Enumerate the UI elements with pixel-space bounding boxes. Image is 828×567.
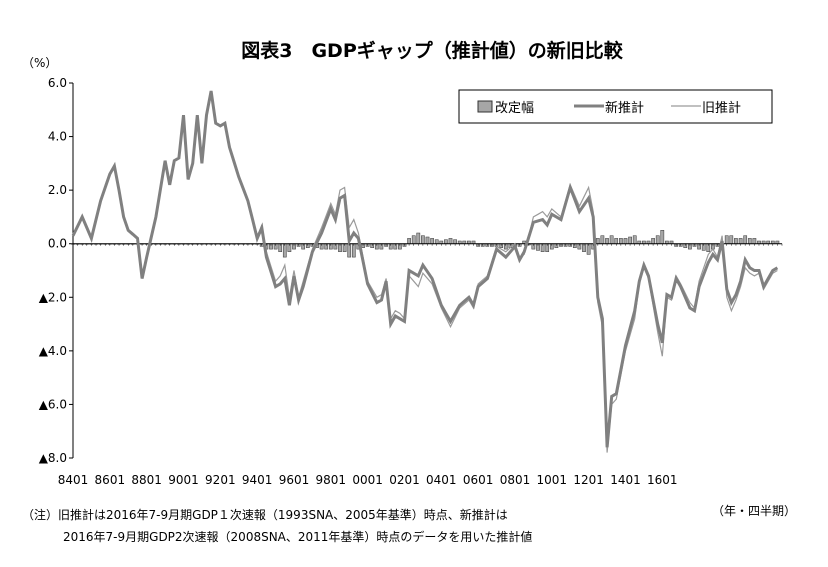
revision-bar [609,235,614,244]
legend: 改定幅 新推計 旧推計 [458,89,773,124]
x-axis-tick-labels: 8401 8601 8801 9001 9201 9401 9601 9801 0001 0201… [58,473,678,487]
x-tick-label: 0201 [389,473,420,487]
revision-bar [724,235,729,244]
revision-bar [407,238,411,245]
revision-bar [619,238,623,245]
x-tick-label: 9401 [242,473,273,487]
revision-bar [425,236,430,244]
y-tick-label: 0.0 [48,237,67,251]
revision-bar [595,238,600,245]
x-tick-label: 0801 [500,473,531,487]
legend-label-old: 旧推計 [702,100,741,116]
revision-bar [632,235,637,244]
x-tick-label: 1201 [573,473,604,487]
x-tick-label: 9001 [168,473,199,487]
y-tick-label: 6.0 [48,76,67,90]
x-tick-label: 8401 [58,473,89,487]
x-tick-label: 9601 [279,473,310,487]
x-tick-label: 1401 [610,473,641,487]
series-new-estimate-line [71,90,779,448]
revision-bar [453,239,457,244]
revision-bar [430,238,434,245]
revision-bar [600,235,605,244]
series-old-estimate-line [72,90,778,453]
revision-bar [421,235,425,244]
x-tick-label: 0601 [463,473,494,487]
y-tick-label: ▲2.0 [39,290,67,304]
y-tick-label: ▲8.0 [39,451,67,465]
y-tick-label: 2.0 [48,183,67,197]
revision-bar [411,235,416,244]
revision-bar [651,238,655,245]
chart-title: 図表3 GDPギャップ（推計値）の新旧比較 [241,39,624,62]
x-unit-label: （年・四半期） [712,504,796,518]
revision-bar [628,236,632,244]
revision-bar [416,232,421,244]
x-tick-label: 9801 [316,473,347,487]
revision-bar [623,238,628,245]
x-tick-label: 9201 [205,473,236,487]
y-tick-label: ▲6.0 [39,397,67,411]
x-tick-label: 1601 [647,473,678,487]
revision-bar [614,238,619,245]
revision-bar [605,238,609,245]
x-tick-label: 1001 [537,473,568,487]
legend-label-revision: 改定幅 [495,101,534,116]
y-tick-label: ▲4.0 [39,344,67,358]
revision-bar [434,239,439,244]
revision-bar [747,238,752,245]
legend-label-new: 新推計 [605,100,644,116]
footnote-line-2: 2016年7-9月期GDP2次速報（2008SNA、2011年基準）時点のデータ… [63,529,532,544]
x-tick-label: 0001 [352,473,383,487]
x-tick-label: 8601 [95,473,126,487]
revision-bar [734,238,738,245]
x-tick-label: 0401 [426,473,457,487]
revision-bar [729,235,734,244]
x-tick-label: 8801 [131,473,162,487]
revision-bar [743,235,748,244]
legend-swatch-bar [477,100,493,113]
revision-bar [655,235,660,244]
y-axis-tick-labels: 6.0 4.0 2.0 0.0 ▲2.0 ▲4.0 ▲6.0 ▲8.0 [39,76,73,465]
legend-box [458,89,773,124]
revision-bar [444,239,448,244]
revision-bar [738,238,743,245]
revision-bar [660,230,665,244]
revision-bar [448,238,453,245]
y-unit-label: （%） [22,56,57,70]
y-tick-label: 4.0 [48,130,67,144]
footnote-line-1: （注）旧推計は2016年7-9月期GDP１次速報（1993SNA、2005年基準… [22,507,508,522]
revision-bar [752,238,757,245]
